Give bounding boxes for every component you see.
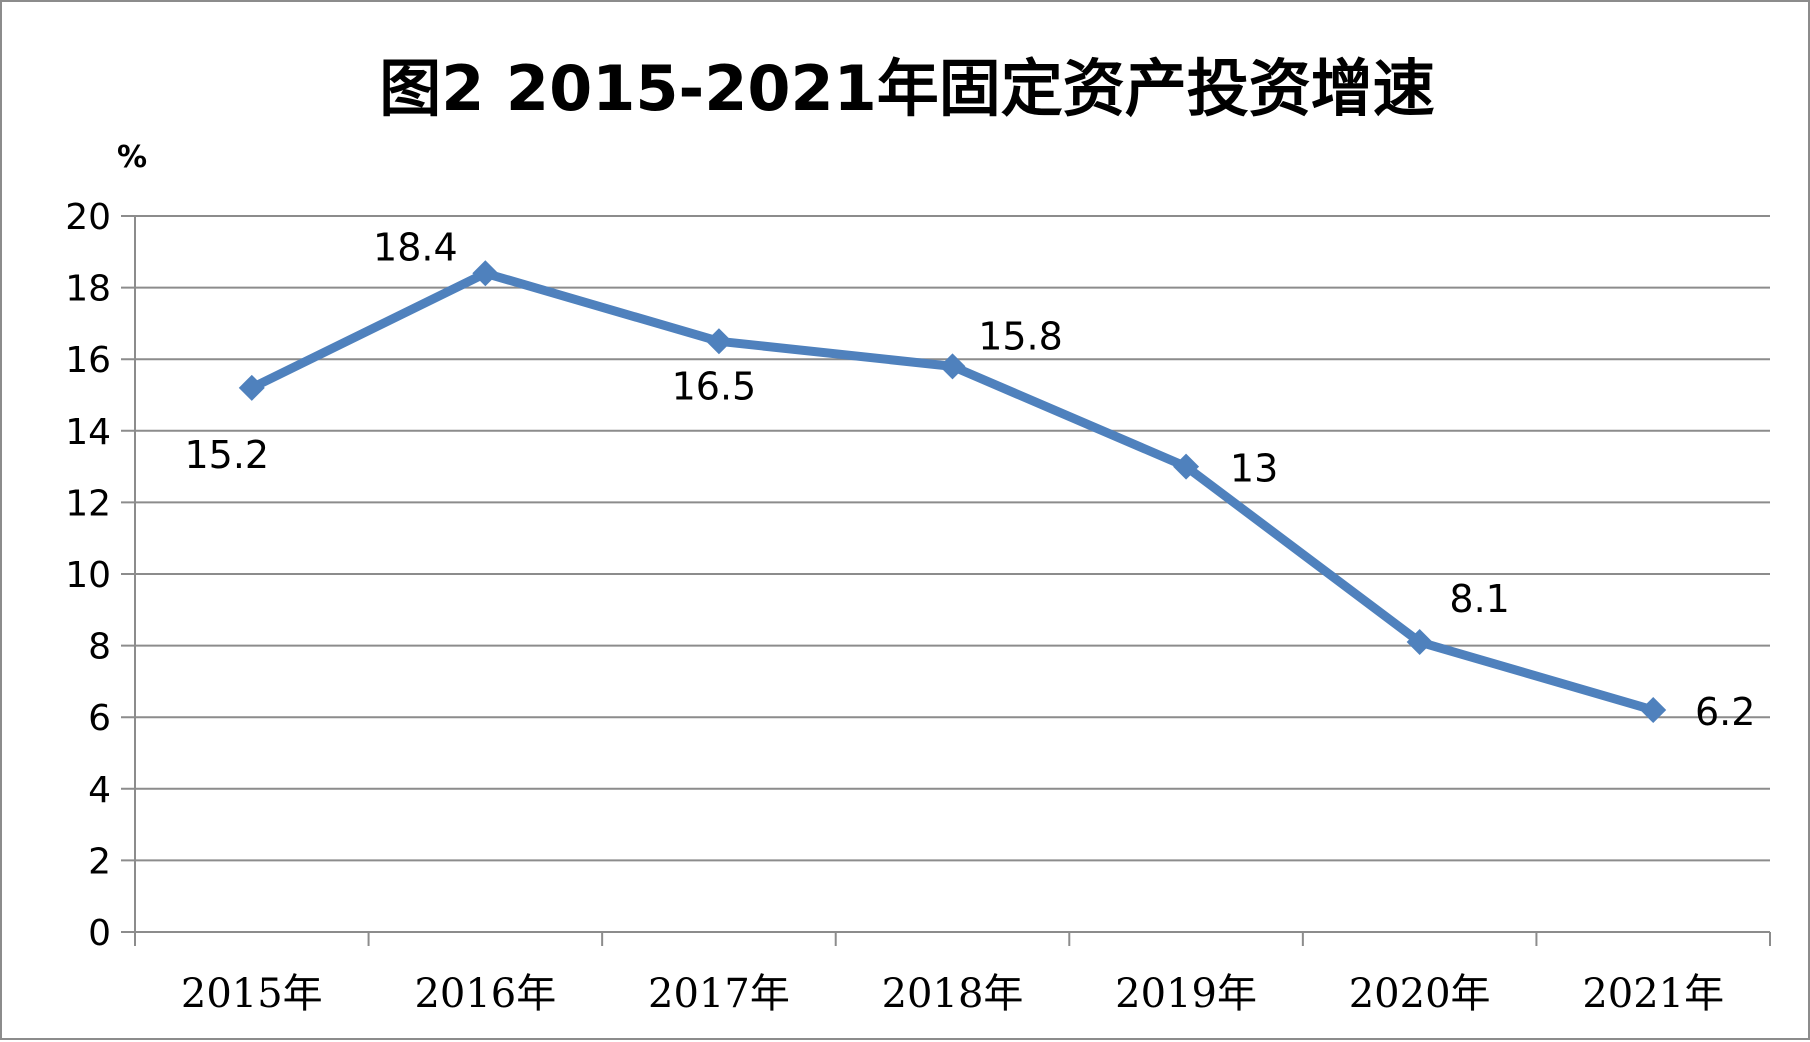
x-tick-label: 2020年 bbox=[1349, 971, 1491, 1017]
data-point-marker bbox=[1406, 629, 1433, 656]
data-point-marker bbox=[238, 374, 265, 401]
gridlines bbox=[121, 215, 1770, 933]
x-tick-label: 2017年 bbox=[648, 971, 790, 1017]
y-tick-label: 14 bbox=[65, 412, 111, 453]
series-line-group bbox=[247, 268, 1658, 715]
y-tick-labels: 0 2 4 6 8 10 12 14 16 18 20 bbox=[65, 197, 111, 954]
x-tick-label: 2021年 bbox=[1582, 971, 1724, 1017]
y-tick-label: 6 bbox=[88, 698, 111, 739]
y-unit-label: % bbox=[117, 140, 147, 175]
y-tick-label: 20 bbox=[65, 197, 111, 238]
y-tick-label: 18 bbox=[65, 269, 111, 310]
y-tick-label: 0 bbox=[88, 913, 111, 954]
data-label: 16.5 bbox=[672, 364, 757, 408]
data-label: 8.1 bbox=[1449, 577, 1509, 621]
x-tick-label: 2015年 bbox=[181, 971, 323, 1017]
data-point-marker bbox=[939, 353, 966, 380]
data-point-marker bbox=[472, 260, 499, 287]
data-point-marker bbox=[705, 328, 732, 355]
x-tick-labels: 2015年 2016年 2017年 2018年 2019年 2020年 2021年 bbox=[181, 971, 1724, 1017]
data-point-marker bbox=[1173, 453, 1200, 480]
y-tick-label: 2 bbox=[88, 841, 111, 882]
data-point-marker bbox=[1640, 697, 1667, 724]
axes bbox=[134, 216, 1771, 946]
data-label: 13 bbox=[1230, 447, 1278, 491]
data-labels: 15.2 18.4 16.5 15.8 13 8.1 6.2 bbox=[184, 225, 1755, 734]
series-line bbox=[247, 268, 1658, 715]
y-tick-label: 10 bbox=[65, 555, 111, 596]
x-tick-label: 2018年 bbox=[882, 971, 1024, 1017]
x-tick-label: 2019年 bbox=[1115, 971, 1257, 1017]
data-label: 6.2 bbox=[1695, 690, 1755, 734]
x-tick-label: 2016年 bbox=[414, 971, 556, 1017]
series-markers bbox=[238, 260, 1667, 724]
y-tick-label: 12 bbox=[65, 483, 111, 524]
y-tick-label: 8 bbox=[88, 627, 111, 668]
y-tick-label: 4 bbox=[88, 770, 111, 811]
chart-title: 图2 2015-2021年固定资产投资增速 bbox=[379, 52, 1435, 125]
y-tick-label: 16 bbox=[65, 340, 111, 381]
data-label: 15.2 bbox=[184, 433, 269, 477]
data-label: 18.4 bbox=[373, 225, 458, 269]
data-label: 15.8 bbox=[978, 314, 1063, 358]
